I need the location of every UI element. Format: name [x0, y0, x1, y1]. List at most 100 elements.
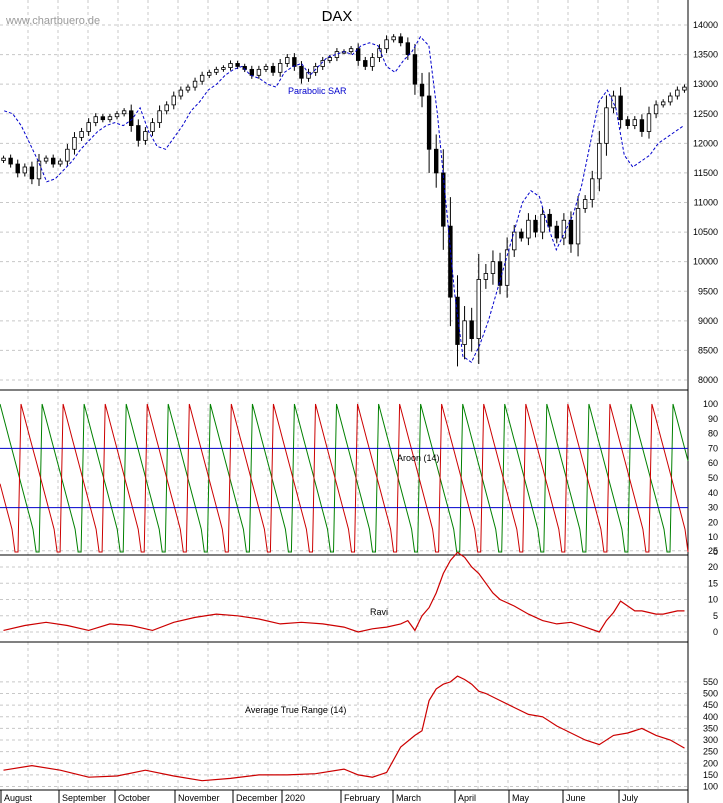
y-tick-label: 400 — [703, 712, 718, 722]
candle-body — [363, 60, 368, 67]
candle-body — [660, 101, 666, 106]
y-tick-label: 300 — [703, 735, 718, 745]
y-tick-label: 12000 — [693, 138, 718, 148]
y-tick-label: 200 — [703, 758, 718, 768]
x-tick-label: May — [512, 793, 530, 803]
y-tick-label: 20 — [708, 517, 718, 527]
y-tick-label: 80 — [708, 429, 718, 439]
y-tick-label: 10 — [708, 595, 718, 605]
aroon-label: Aroon (14) — [397, 453, 440, 463]
candle-body — [618, 95, 623, 121]
candle-body — [93, 116, 98, 124]
candle-body — [292, 57, 297, 67]
y-tick-label: 450 — [703, 700, 718, 710]
candle-body — [448, 225, 453, 298]
y-tick-label: 9500 — [698, 286, 718, 296]
candle-body — [639, 119, 645, 132]
candle-body — [561, 219, 567, 239]
x-tick-label: April — [458, 793, 476, 803]
price-panel — [1, 33, 687, 367]
candle-body — [157, 110, 162, 124]
candle-body — [476, 279, 481, 339]
y-tick-label: 250 — [703, 747, 718, 757]
candle-body — [377, 48, 382, 58]
candle-body — [72, 137, 77, 150]
candle-body — [632, 119, 638, 126]
candle-body — [675, 89, 680, 97]
y-tick-label: 11000 — [694, 198, 718, 208]
candle-body — [355, 48, 361, 61]
x-tick-label: December — [236, 793, 278, 803]
candle-body — [178, 89, 184, 97]
candle-body — [192, 80, 198, 88]
candle-body — [228, 63, 233, 68]
x-tick-label: June — [566, 793, 586, 803]
candle-body — [306, 71, 311, 79]
candle-body — [419, 83, 425, 97]
candle-body — [150, 122, 155, 132]
y-tick-label: 550 — [703, 677, 718, 687]
candle-body — [547, 213, 552, 227]
candle-body — [221, 67, 226, 70]
y-tick-label: 11500 — [694, 168, 718, 178]
candle-body — [235, 63, 240, 67]
watermark: www.chartbuero.de — [5, 15, 100, 27]
y-tick-label: 8000 — [698, 375, 718, 385]
x-tick-label: July — [622, 793, 639, 803]
candle-body — [36, 160, 42, 180]
y-tick-label: 20 — [708, 562, 718, 572]
candle-body — [185, 86, 191, 91]
candle-body — [582, 199, 588, 209]
candle-body — [65, 148, 70, 162]
atr-panel — [3, 675, 685, 782]
candle-body — [604, 107, 609, 144]
candle-body — [441, 172, 446, 227]
candle-body — [653, 104, 659, 115]
candle-body — [299, 66, 304, 79]
candle-body — [214, 68, 219, 73]
y-tick-label: 14000 — [693, 20, 718, 30]
ravi-panel — [3, 551, 685, 633]
y-tick-label: 70 — [708, 443, 718, 453]
candle-body — [526, 219, 531, 239]
sar-annotation: Parabolic SAR — [288, 86, 347, 96]
candle-body — [114, 113, 120, 118]
y-tick-label: 13000 — [693, 79, 718, 89]
gridlines — [0, 0, 689, 790]
y-tick-label: 10500 — [693, 227, 718, 237]
aroon-up-line — [0, 403, 689, 553]
candle-body — [263, 66, 269, 70]
x-tick-label: August — [4, 793, 33, 803]
candle-body — [58, 160, 63, 165]
y-tick-label: 40 — [708, 488, 718, 498]
x-tick-label: March — [396, 793, 421, 803]
y-tick-label: 100 — [703, 399, 718, 409]
candle-body — [327, 57, 333, 61]
y-tick-label: 8500 — [698, 345, 718, 355]
candle-body — [398, 36, 403, 44]
candle-body — [625, 119, 630, 126]
y-tick-label: 13500 — [693, 50, 718, 60]
y-tick-label: 12500 — [693, 109, 718, 119]
x-tick-label: November — [178, 793, 220, 803]
y-tick-label: 5 — [713, 611, 718, 621]
y-tick-label: 25 — [708, 546, 718, 556]
aroon-down-line — [0, 403, 689, 553]
candle-body — [497, 261, 503, 286]
candle-body — [107, 116, 113, 121]
candle-body — [405, 42, 411, 55]
atr-line — [3, 675, 685, 782]
axes: 8000850090009500100001050011000115001200… — [0, 20, 718, 803]
candle-body — [455, 296, 460, 345]
candle-body — [533, 219, 538, 233]
candle-body — [540, 213, 545, 233]
candle-body — [164, 104, 169, 112]
y-tick-label: 60 — [708, 458, 718, 468]
candle-body — [136, 125, 141, 141]
candle-body — [22, 166, 28, 174]
candle-body — [285, 57, 290, 64]
candle-body — [277, 63, 283, 73]
sar-line — [4, 35, 685, 364]
panel-frames — [0, 0, 689, 803]
candle-body — [143, 131, 148, 141]
